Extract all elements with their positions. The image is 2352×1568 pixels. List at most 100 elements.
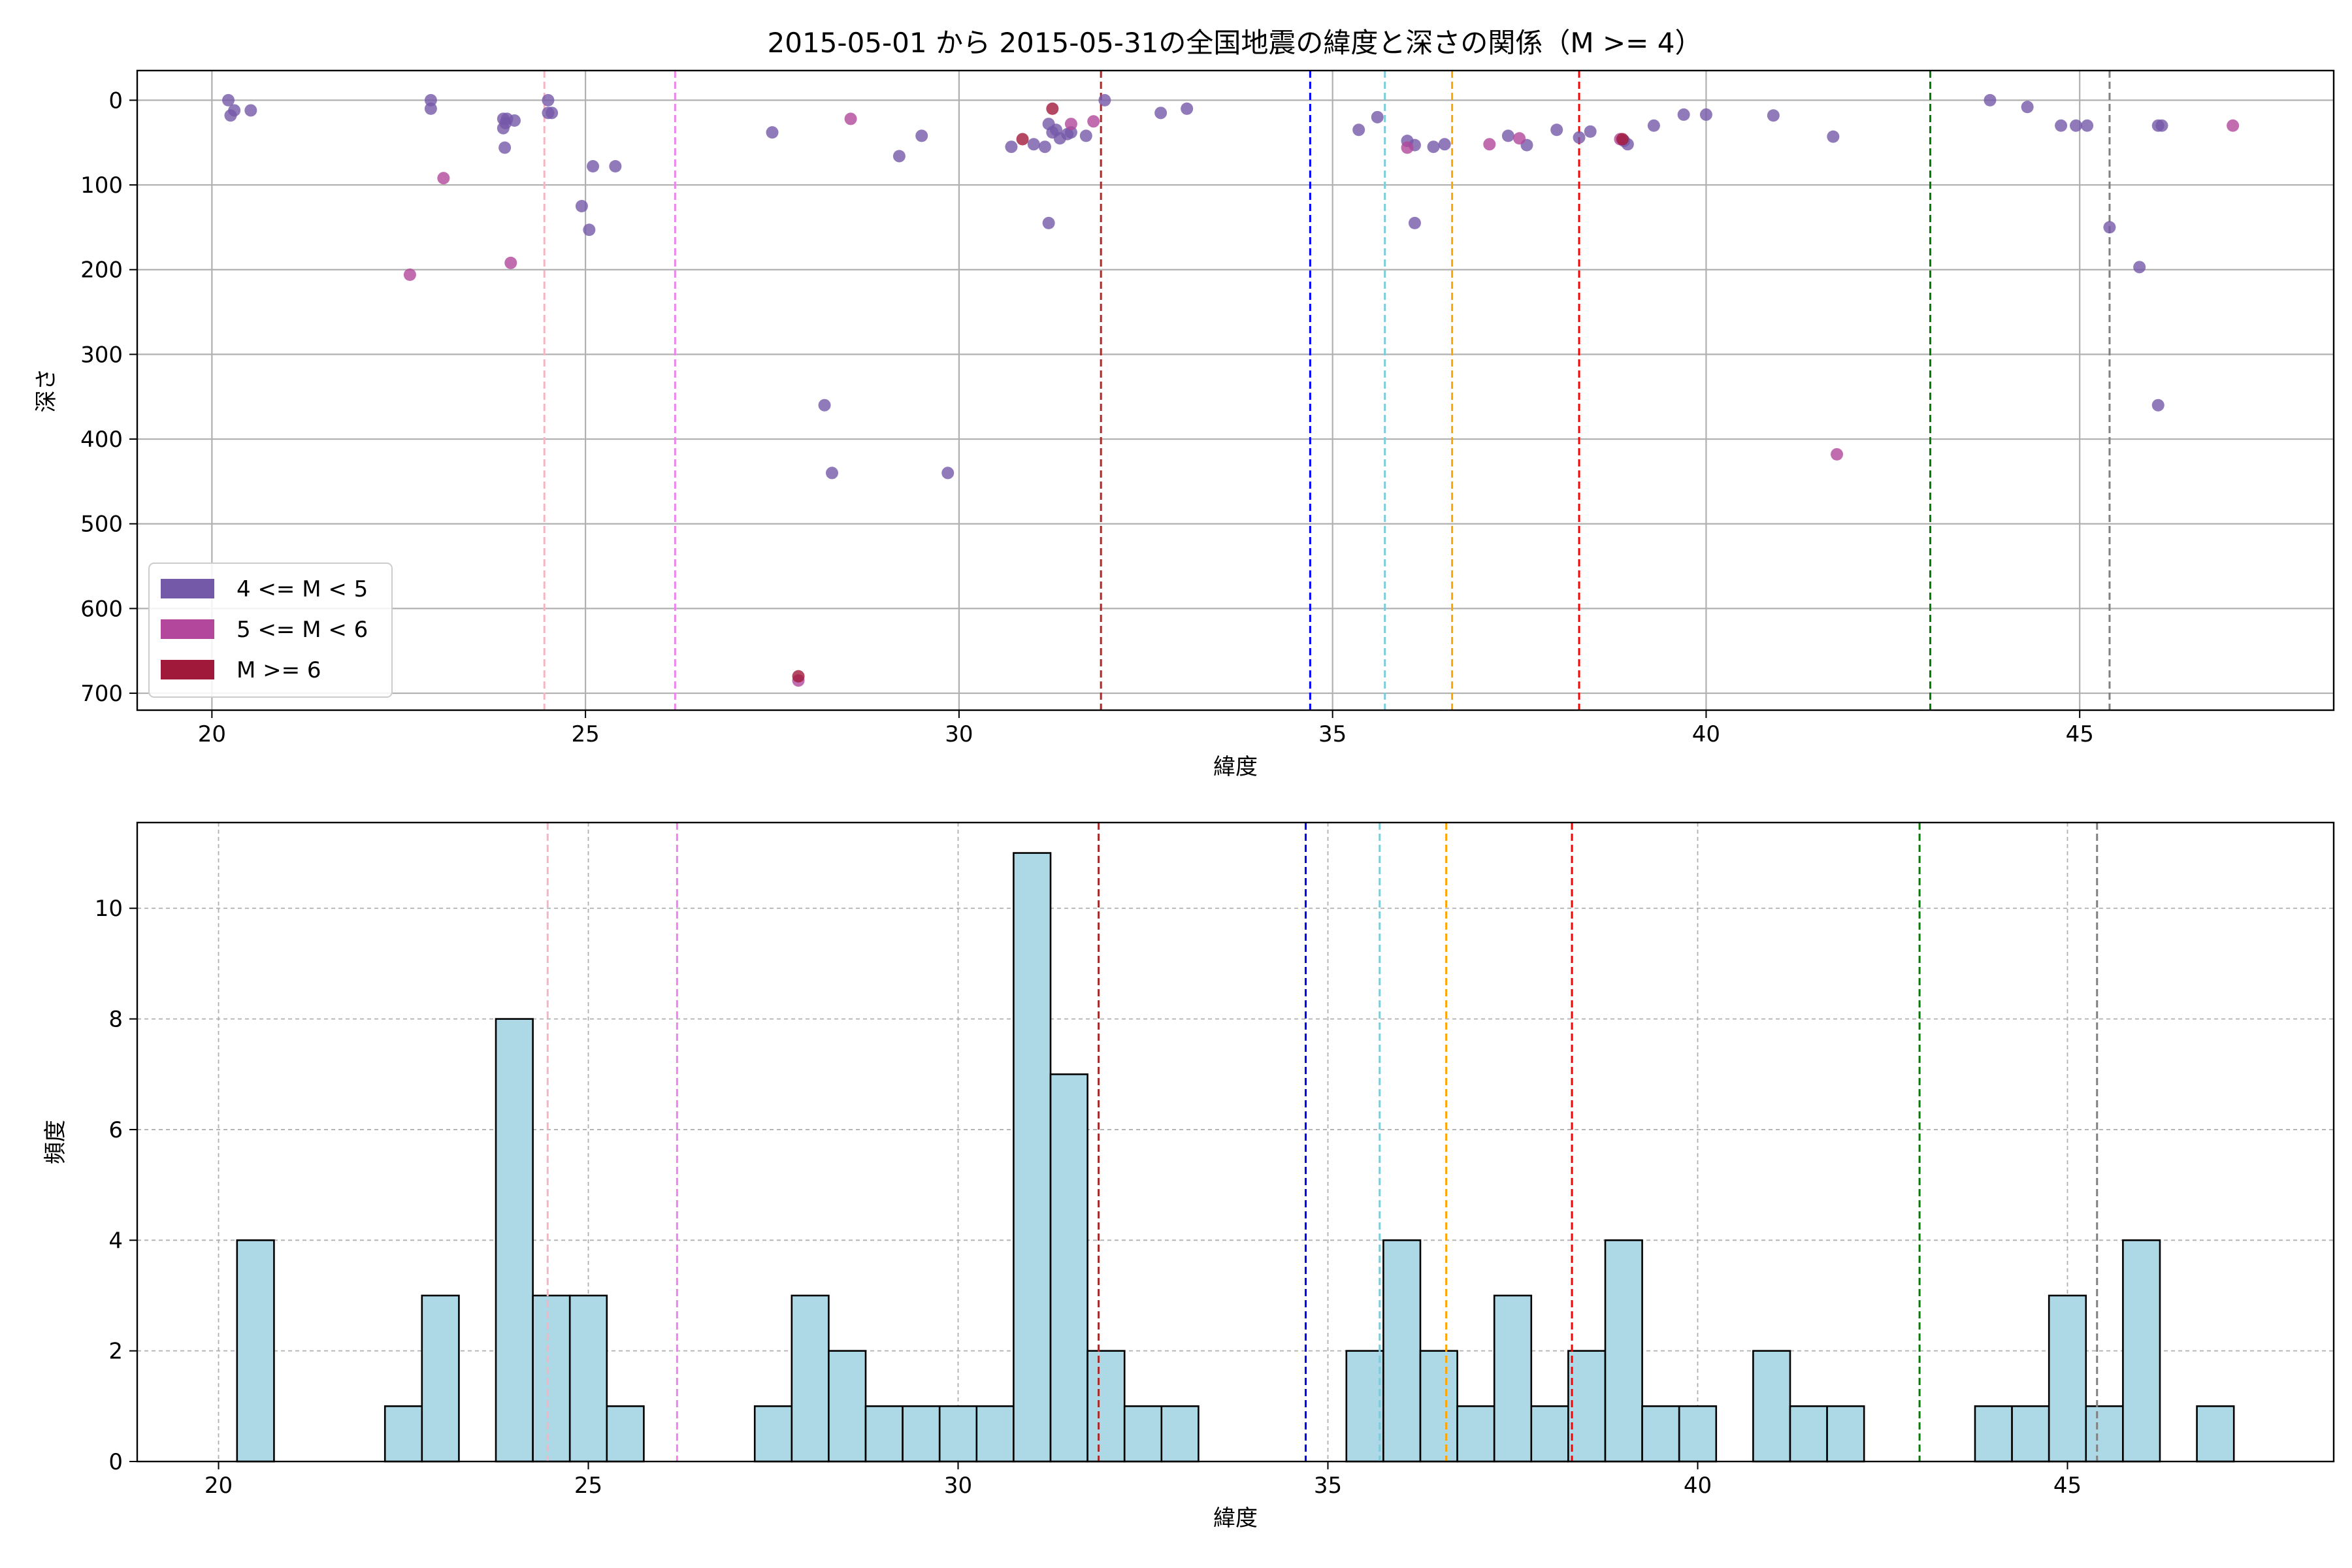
scatter-point <box>915 129 928 142</box>
scatter-y-tick-label: 0 <box>108 88 123 114</box>
scatter-point <box>1027 138 1040 151</box>
histogram-bar <box>1049 1073 1088 1463</box>
histogram-bar <box>1086 1350 1126 1463</box>
scatter-point <box>2151 399 2164 412</box>
scatter-x-ticks: 20 25 30 35 40 45 <box>198 710 2094 747</box>
scatter-point <box>1038 140 1051 154</box>
histogram-y-tick-label: 10 <box>95 896 123 922</box>
histogram-y-tick-label: 4 <box>108 1228 123 1254</box>
scatter-y-axis-label: 深さ <box>33 368 59 413</box>
scatter-point <box>1616 133 1629 146</box>
scatter-point <box>1584 125 1597 138</box>
scatter-point <box>1677 108 1690 121</box>
scatter-point <box>504 256 517 269</box>
histogram-bar <box>1419 1350 1458 1463</box>
scatter-axes-frame <box>136 69 2335 711</box>
scatter-point <box>892 150 906 163</box>
scatter-point <box>1550 123 1563 137</box>
scatter-point <box>1352 123 1365 137</box>
scatter-point <box>1371 110 1384 123</box>
histogram-bar <box>1752 1350 1791 1463</box>
histogram-bar <box>532 1294 571 1463</box>
scatter-point <box>1984 93 1997 106</box>
histogram-x-tick-label: 35 <box>1314 1473 1342 1499</box>
histogram-x-tick-label: 20 <box>204 1473 233 1499</box>
scatter-point <box>244 104 257 117</box>
scatter-y-tick-label: 500 <box>80 512 123 538</box>
histogram-bar <box>1826 1405 1865 1463</box>
legend-label-m4: 4 <= M < 5 <box>237 576 368 602</box>
histogram-bar <box>236 1239 275 1463</box>
histogram-y-tick-label: 6 <box>108 1117 123 1143</box>
histogram-bar <box>495 1018 534 1463</box>
scatter-point <box>2155 119 2168 132</box>
histogram-bars <box>236 852 2235 1463</box>
scatter-y-tick-label: 400 <box>80 427 123 453</box>
scatter-point <box>818 399 831 412</box>
histogram-bar <box>1123 1405 1163 1463</box>
histogram-bar <box>1345 1350 1384 1463</box>
histogram-bar <box>421 1294 460 1463</box>
legend-label-m6: M >= 6 <box>237 657 321 683</box>
histogram-x-tick-label: 40 <box>1684 1473 1712 1499</box>
scatter-point <box>575 199 588 212</box>
histogram-panel: 20 25 30 35 40 45 0 2 4 6 8 10 緯度 頻度 <box>42 821 2335 1531</box>
chart-title: 2015-05-01 から 2015-05-31の全国地震の緯度と深さの関係（M… <box>768 27 1703 59</box>
histogram-x-tick-label: 30 <box>944 1473 972 1499</box>
scatter-point <box>508 114 521 127</box>
histogram-bar <box>975 1405 1015 1463</box>
histogram-bar <box>902 1405 941 1463</box>
histogram-bar <box>2011 1405 2050 1463</box>
histogram-bar <box>2196 1405 2235 1463</box>
histogram-bar <box>1789 1405 1828 1463</box>
scatter-point <box>2021 101 2034 114</box>
scatter-point <box>1408 216 1421 229</box>
scatter-point <box>1831 448 1844 461</box>
scatter-point <box>583 223 596 237</box>
histogram-bar <box>1530 1405 1569 1463</box>
scatter-point <box>1573 131 1586 144</box>
scatter-point <box>424 102 437 115</box>
histogram-y-tick-label: 2 <box>108 1339 123 1365</box>
scatter-points <box>222 93 2240 687</box>
histogram-x-tick-label: 25 <box>574 1473 602 1499</box>
legend-label-m5: 5 <= M < 6 <box>237 617 368 643</box>
histogram-bar <box>938 1405 978 1463</box>
legend: 4 <= M < 5 5 <= M < 6 M >= 6 <box>148 563 393 698</box>
histogram-y-tick-label: 0 <box>108 1449 123 1475</box>
histogram-y-axis-label: 頻度 <box>42 1120 69 1164</box>
histogram-y-tick-label: 8 <box>108 1007 123 1033</box>
scatter-point <box>844 112 857 125</box>
histogram-bar <box>828 1350 867 1463</box>
scatter-point <box>1647 119 1660 132</box>
scatter-point <box>1064 118 1077 131</box>
scatter-point <box>1767 109 1780 122</box>
histogram-x-ticks: 20 25 30 35 40 45 <box>204 1462 2082 1499</box>
scatter-point <box>1046 102 1059 115</box>
scatter-point <box>1042 216 1055 229</box>
scatter-point <box>609 160 622 173</box>
scatter-point <box>2133 261 2146 274</box>
histogram-bar <box>1567 1350 1607 1463</box>
scatter-point <box>1181 102 1194 115</box>
scatter-point <box>1427 140 1440 154</box>
histogram-bar <box>606 1405 645 1463</box>
scatter-y-tick-label: 600 <box>80 596 123 622</box>
scatter-point <box>1438 138 1451 151</box>
scatter-point <box>2081 119 2094 132</box>
scatter-point <box>587 160 600 173</box>
histogram-bar <box>864 1405 904 1463</box>
scatter-point <box>2103 221 2116 234</box>
scatter-point <box>2069 119 2082 132</box>
histogram-bar <box>2085 1405 2124 1463</box>
scatter-point <box>825 466 838 480</box>
histogram-bar <box>1382 1239 1422 1463</box>
histogram-bar <box>568 1294 608 1463</box>
scatter-grid <box>137 71 2334 710</box>
histogram-bar <box>791 1294 830 1463</box>
scatter-point <box>1016 133 1029 146</box>
scatter-point <box>542 106 555 120</box>
scatter-point <box>1501 129 1514 142</box>
